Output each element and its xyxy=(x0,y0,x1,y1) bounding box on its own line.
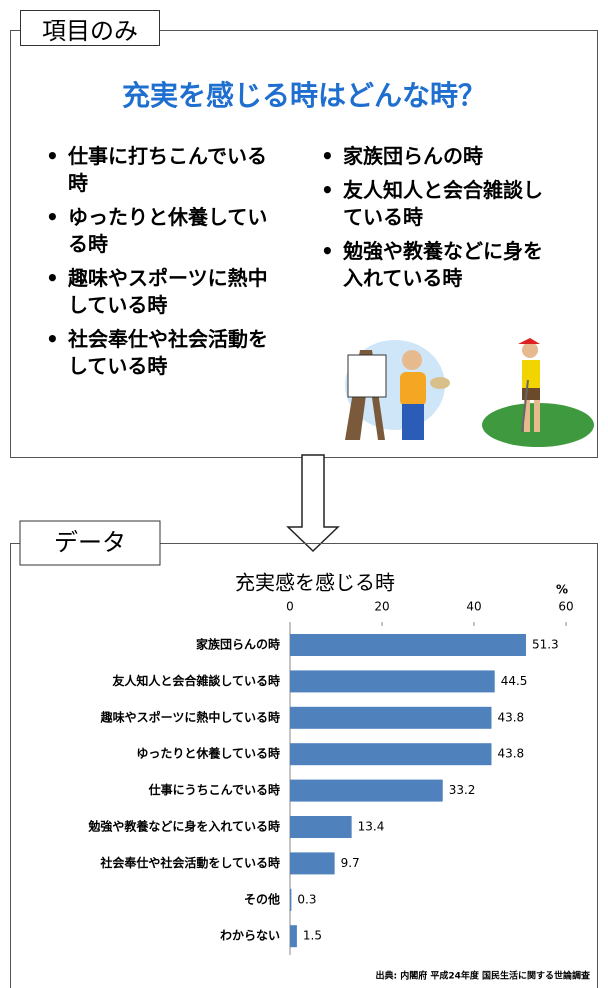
value-label: 13.4 xyxy=(358,820,385,834)
bar xyxy=(290,743,491,765)
value-label: 1.5 xyxy=(303,929,322,943)
value-label: 43.8 xyxy=(497,747,524,761)
value-label: 0.3 xyxy=(297,892,316,906)
y-tick-label: その他 xyxy=(244,891,280,906)
unit-label: % xyxy=(556,583,568,597)
y-tick-label: 家族団らんの時 xyxy=(196,637,280,652)
panel-label: データ xyxy=(54,529,126,557)
chart-title: 充実感を感じる時 xyxy=(235,571,395,595)
x-tick-label: 0 xyxy=(286,600,294,614)
bar xyxy=(290,707,491,729)
page: {"panel1": {"label": "項目のみ", "title": "充… xyxy=(0,0,608,988)
chart: データ 充実感を感じる時 % 出典: 内閣府 平成24年度 国民生活に関する世論… xyxy=(0,0,608,988)
y-tick-label: わからない xyxy=(220,929,280,943)
y-tick-label: 勉強や教養などに身を入れている時 xyxy=(87,819,280,834)
down-arrow xyxy=(288,455,338,551)
y-tick-label: 友人知人と会合雑談している時 xyxy=(111,673,280,688)
bar xyxy=(290,670,495,692)
x-tick-label: 40 xyxy=(466,600,481,614)
bar xyxy=(290,634,526,656)
y-tick-label: 趣味やスポーツに熱中している時 xyxy=(100,709,280,724)
x-tick-label: 60 xyxy=(558,600,573,614)
bar xyxy=(290,925,297,947)
value-label: 44.5 xyxy=(501,674,528,688)
bar xyxy=(290,889,291,911)
value-label: 51.3 xyxy=(532,638,559,652)
y-tick-label: ゆったりと休養している時 xyxy=(136,746,280,761)
bottom-panel xyxy=(11,544,598,988)
painter-clipart xyxy=(345,340,450,440)
source-note: 出典: 内閣府 平成24年度 国民生活に関する世論調査 xyxy=(375,970,591,982)
y-tick-label: 仕事にうちこんでいる時 xyxy=(148,782,280,797)
value-label: 9.7 xyxy=(341,856,360,870)
golfer-clipart xyxy=(482,338,594,447)
value-label: 43.8 xyxy=(497,710,524,724)
x-tick-label: 20 xyxy=(374,600,389,614)
value-label: 33.2 xyxy=(449,783,476,797)
bar xyxy=(290,816,352,838)
y-tick-label: 社会奉仕や社会活動をしている時 xyxy=(99,855,280,870)
bar xyxy=(290,780,443,802)
bar xyxy=(290,852,335,874)
